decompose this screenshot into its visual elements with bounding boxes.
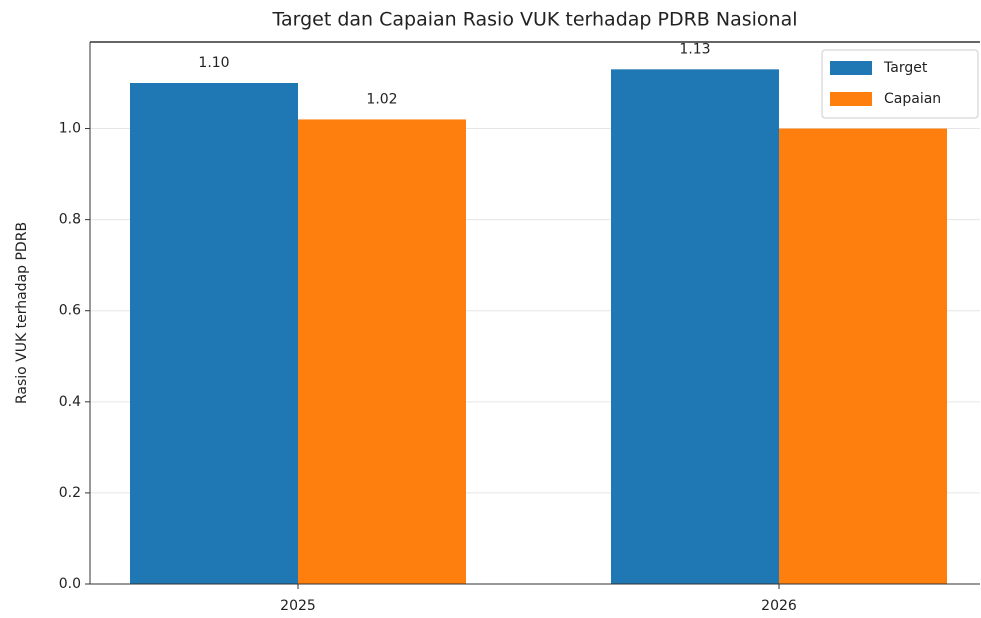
legend-label: Capaian	[884, 91, 941, 107]
bar	[298, 119, 466, 584]
y-tick-label: 0.8	[59, 212, 81, 228]
bar	[611, 69, 779, 584]
bar	[779, 128, 947, 584]
y-tick-label: 0.4	[59, 394, 81, 410]
chart-title: Target dan Capaian Rasio VUK terhadap PD…	[272, 9, 798, 31]
legend-swatch	[830, 61, 872, 75]
data-label: 1.02	[366, 91, 397, 107]
x-tick-label: 2026	[761, 598, 797, 614]
x-tick-label: 2025	[280, 598, 316, 614]
y-tick-label: 0.6	[59, 303, 81, 319]
legend-label: Target	[883, 60, 928, 76]
y-axis-label: Rasio VUK terhadap PDRB	[14, 222, 30, 404]
legend-swatch	[830, 92, 872, 106]
y-tick-label: 1.0	[59, 121, 81, 137]
y-tick-label: 0.0	[59, 576, 81, 592]
data-label: 1.13	[679, 41, 710, 57]
data-label: 1.10	[198, 55, 229, 71]
bar	[130, 82, 298, 584]
y-tick-label: 0.2	[59, 485, 81, 501]
